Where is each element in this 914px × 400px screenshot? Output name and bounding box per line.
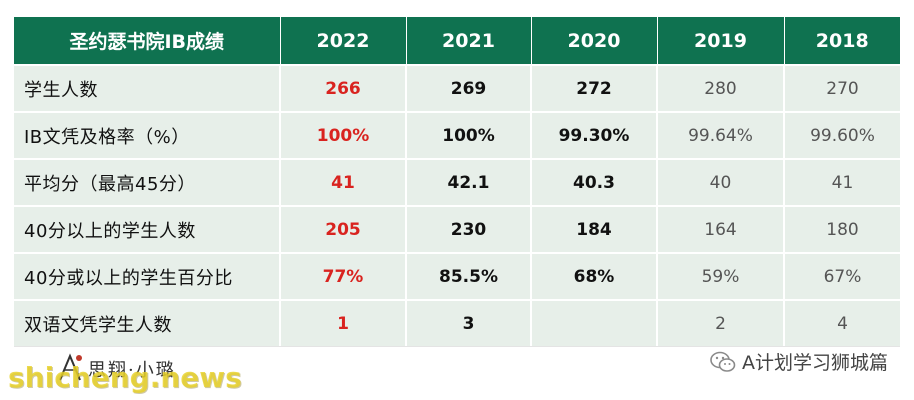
cell-2022: 266 — [279, 64, 406, 112]
table-header-row: 圣约瑟书院IB成绩 2022 2021 2020 2019 2018 — [14, 17, 900, 65]
wechat-account-source: A计划学习狮城篇 — [710, 348, 888, 375]
cell-2019: 59% — [656, 252, 784, 300]
cell-2019: 40 — [656, 158, 784, 206]
cell-2020: 68% — [530, 252, 657, 300]
table-row: 40分以上的学生人数 205 230 184 164 180 — [14, 205, 900, 253]
table-row: 平均分（最高45分） 41 42.1 40.3 40 41 — [14, 158, 900, 206]
cell-2018: 270 — [783, 64, 900, 112]
cell-2020 — [530, 299, 657, 346]
row-label: 学生人数 — [14, 64, 280, 112]
row-label: 双语文凭学生人数 — [14, 299, 280, 346]
account-name: A计划学习狮城篇 — [742, 352, 888, 374]
row-label: 平均分（最高45分） — [14, 158, 280, 206]
year-header-2019: 2019 — [656, 17, 784, 65]
year-header-2022: 2022 — [279, 17, 406, 65]
cell-2019: 2 — [656, 299, 784, 346]
cell-2021: 3 — [405, 299, 531, 346]
brand-name: 思翔·小璐 — [88, 360, 176, 381]
site-watermark: shicheng.news — [8, 361, 242, 394]
row-label: 40分或以上的学生百分比 — [14, 252, 280, 300]
cell-2021: 269 — [405, 64, 531, 112]
cell-2021: 100% — [405, 111, 531, 159]
ib-results-table: 圣约瑟书院IB成绩 2022 2021 2020 2019 2018 学生人数 … — [14, 17, 900, 346]
stylized-person-logo-icon — [59, 353, 82, 381]
year-header-2021: 2021 — [405, 17, 531, 65]
year-header-2018: 2018 — [783, 17, 900, 65]
cell-2022: 77% — [279, 252, 406, 300]
cell-2020: 99.30% — [530, 111, 657, 159]
cell-2019: 99.64% — [656, 111, 784, 159]
cell-2018: 4 — [783, 299, 900, 346]
cell-2020: 184 — [530, 205, 657, 253]
cell-2018: 41 — [783, 158, 900, 206]
cell-2022: 100% — [279, 111, 406, 159]
table-row: 双语文凭学生人数 1 3 2 4 — [14, 299, 900, 346]
cell-2019: 280 — [656, 64, 784, 112]
cell-2019: 164 — [656, 205, 784, 253]
table-title: 圣约瑟书院IB成绩 — [14, 17, 280, 65]
cell-2022: 41 — [279, 158, 406, 206]
cell-2018: 67% — [783, 252, 900, 300]
wechat-icon — [710, 351, 736, 372]
cell-2021: 230 — [405, 205, 531, 253]
table-row: IB文凭及格率（%） 100% 100% 99.30% 99.64% 99.60… — [14, 111, 900, 159]
footer-divider — [14, 346, 900, 347]
row-label: 40分以上的学生人数 — [14, 205, 280, 253]
table-row: 学生人数 266 269 272 280 270 — [14, 64, 900, 112]
cell-2022: 205 — [279, 205, 406, 253]
cell-2020: 272 — [530, 64, 657, 112]
cell-2020: 40.3 — [530, 158, 657, 206]
cell-2021: 42.1 — [405, 158, 531, 206]
cell-2018: 180 — [783, 205, 900, 253]
year-header-2020: 2020 — [530, 17, 657, 65]
row-label: IB文凭及格率（%） — [14, 111, 280, 159]
cell-2021: 85.5% — [405, 252, 531, 300]
cell-2018: 99.60% — [783, 111, 900, 159]
table-row: 40分或以上的学生百分比 77% 85.5% 68% 59% 67% — [14, 252, 900, 300]
cell-2022: 1 — [279, 299, 406, 346]
